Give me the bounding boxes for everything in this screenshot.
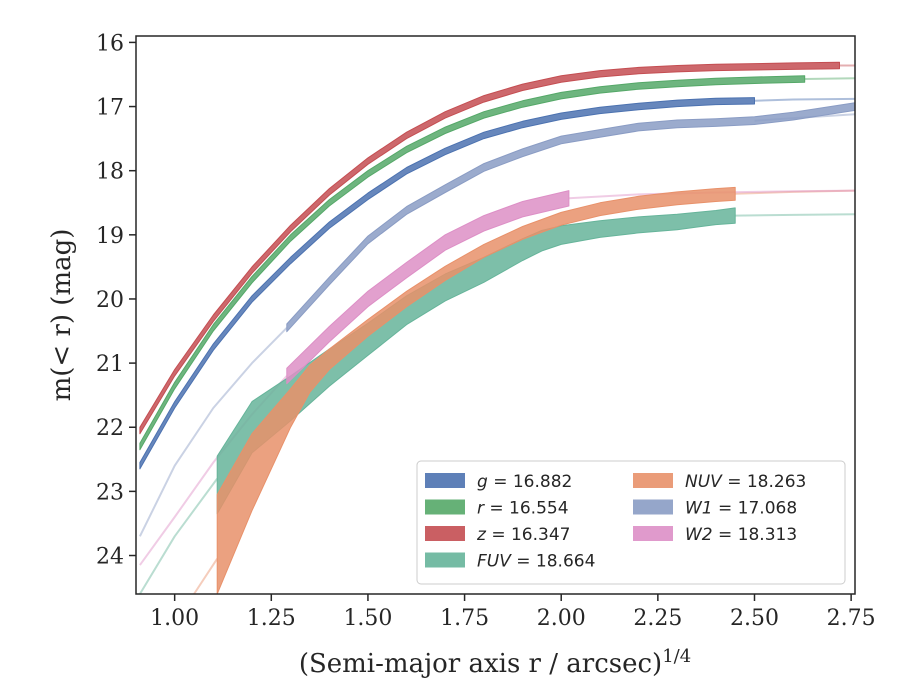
x-tick-label: 2.00 [537, 606, 586, 631]
plot-frame [135, 35, 856, 595]
series-w1-extension [139, 327, 288, 537]
legend-var: z [476, 525, 487, 545]
legend-var: W2 [685, 525, 713, 545]
x-tick-label: 2.75 [827, 606, 876, 631]
legend-value: = 18.263 [722, 472, 807, 492]
y-tick-label: 18 [96, 160, 124, 185]
legend-label-z: z = 16.347 [476, 525, 570, 545]
x-axis: 1.00 1.25 1.50 1.75 2.00 2.25 2.50 2.75 [150, 594, 876, 631]
y-axis: 16 17 18 19 20 21 22 23 24 [96, 31, 136, 570]
x-axis-title-superscript: 1/4 [662, 646, 691, 667]
series-r-extension [804, 77, 855, 80]
y-tick-label: 23 [96, 480, 124, 505]
legend-var: NUV [685, 472, 723, 492]
series-w2-band [286, 190, 570, 385]
series-nuv-band [216, 186, 736, 594]
legend-value: = 16.882 [488, 472, 573, 492]
legend-var: FUV [477, 552, 512, 572]
legend-value: = 17.068 [713, 499, 798, 519]
legend-label-fuv: FUV = 18.664 [477, 552, 595, 572]
legend-swatch-g [425, 473, 465, 488]
series-g-band [139, 97, 755, 470]
legend-value: = 18.664 [511, 552, 596, 572]
legend-label-g: g = 16.882 [477, 472, 572, 492]
y-tick-label: 22 [96, 416, 124, 441]
x-axis-title-text: (Semi-major axis r / arcsec) [299, 649, 662, 679]
legend-swatch-z [425, 526, 465, 541]
series-fuv-extension [139, 478, 219, 594]
legend-label-nuv: NUV = 18.263 [685, 472, 806, 492]
legend-value: = 16.347 [486, 525, 571, 545]
series-nuv-extension [193, 558, 219, 594]
legend-var: W1 [685, 499, 713, 519]
series-w1-band [286, 102, 855, 333]
series-layer [139, 61, 855, 594]
series-z-band [139, 61, 840, 435]
legend-label-w2: W2 = 18.313 [685, 525, 797, 545]
legend-label-r: r = 16.554 [477, 499, 569, 519]
x-tick-label: 1.00 [150, 606, 199, 631]
legend-var: g [477, 472, 488, 492]
x-tick-label: 1.50 [343, 606, 392, 631]
y-tick-label: 24 [96, 545, 124, 570]
y-tick-label: 21 [96, 352, 124, 377]
x-axis-title: (Semi-major axis r / arcsec)1/4 [299, 646, 691, 679]
y-tick-label: 17 [96, 96, 124, 121]
legend-value: = 18.313 [713, 525, 798, 545]
legend-swatch-w2 [633, 526, 673, 541]
x-tick-label: 2.25 [633, 606, 682, 631]
legend-value: = 16.554 [484, 499, 569, 519]
legend-swatch-fuv [425, 552, 465, 568]
series-g-extension [754, 97, 855, 102]
x-tick-label: 1.75 [440, 606, 489, 631]
y-tick-label: 16 [96, 31, 124, 56]
y-tick-label: 20 [96, 288, 124, 313]
legend-swatch-w1 [633, 499, 673, 515]
series-r-band [139, 75, 806, 451]
series-fuv-extension [735, 213, 855, 217]
x-tick-label: 1.25 [247, 606, 296, 631]
legend-box [416, 460, 846, 585]
series-nuv-extension [735, 189, 855, 195]
legend-var: r [477, 499, 485, 519]
y-axis-title: m(< r) (mag) [47, 229, 77, 402]
x-tick-label: 2.50 [730, 606, 779, 631]
legend-swatch-nuv [633, 473, 673, 488]
legend-label-w1: W1 = 17.068 [685, 499, 797, 519]
y-tick-label: 19 [96, 224, 124, 249]
legend-swatch-r [425, 499, 465, 515]
